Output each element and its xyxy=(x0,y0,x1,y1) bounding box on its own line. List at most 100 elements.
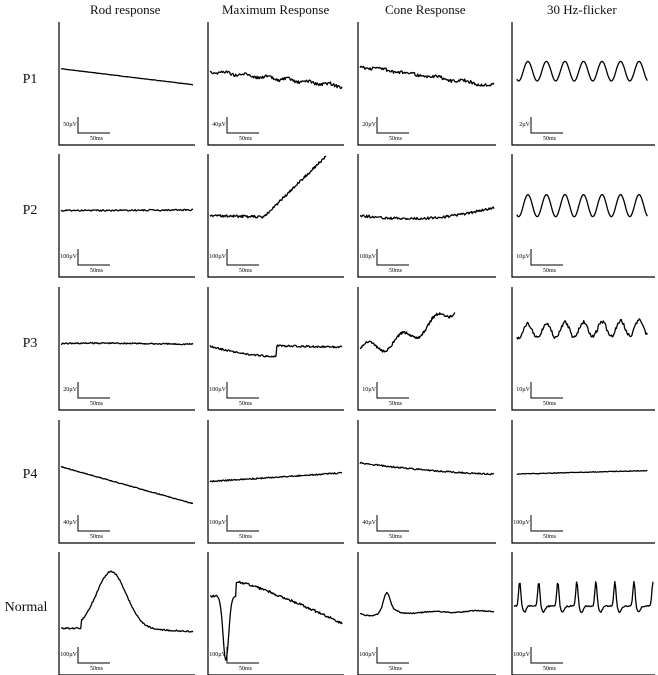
waveform-trace xyxy=(516,318,648,340)
panel-r3-c2: 40µV 50ms xyxy=(357,420,496,544)
row-label-p4: P4 xyxy=(22,467,38,482)
panel-axes xyxy=(207,420,344,544)
column-header-30hz-flicker: 30 Hz-flicker xyxy=(547,2,617,17)
panel-r1-c2: 100µV 50ms xyxy=(357,154,496,278)
row-label-p1: P1 xyxy=(22,72,38,87)
column-header-rod-response: Rod response xyxy=(90,2,161,17)
amplitude-scale-label: 100µV xyxy=(60,254,77,260)
waveform-trace xyxy=(359,312,456,353)
panel-axes xyxy=(357,22,496,146)
waveform-trace xyxy=(209,344,343,358)
scale-bar xyxy=(376,382,409,399)
waveform-trace xyxy=(60,466,194,505)
amplitude-scale-label: 100µV xyxy=(209,387,226,393)
row-label-p2: P2 xyxy=(22,203,38,218)
panel-axes xyxy=(58,287,195,411)
scale-bar xyxy=(226,515,259,532)
panel-r3-c0: 40µV 50ms xyxy=(58,420,195,544)
waveform-trace xyxy=(209,155,327,219)
panel-r1-c1: 100µV 50ms xyxy=(207,154,344,278)
row-label-p3: P3 xyxy=(22,336,38,351)
scale-bar xyxy=(226,249,259,266)
amplitude-scale-label: 40µV xyxy=(63,520,77,526)
waveform-trace xyxy=(359,461,495,476)
time-scale-label: 50ms xyxy=(239,534,253,540)
scale-bar xyxy=(530,249,563,266)
amplitude-scale-label: 100µV xyxy=(209,520,226,526)
waveform-trace xyxy=(60,68,194,86)
panel-r3-c3: 100µV 50ms xyxy=(511,420,655,544)
time-scale-label: 50ms xyxy=(90,401,104,407)
panel-axes xyxy=(58,154,195,278)
panel-axes xyxy=(357,154,496,278)
amplitude-scale-label: 100µV xyxy=(359,254,376,260)
amplitude-scale-label: 40µV xyxy=(362,520,376,526)
time-scale-label: 50ms xyxy=(543,268,557,274)
waveform-trace xyxy=(516,193,648,218)
panel-r4-c1: 100µV 50ms xyxy=(207,552,344,675)
waveform-trace xyxy=(60,208,194,212)
waveform-trace xyxy=(359,591,495,617)
scale-bar xyxy=(77,647,110,664)
amplitude-scale-label: 100µV xyxy=(60,652,77,658)
panel-axes xyxy=(511,287,655,411)
scale-bar xyxy=(77,515,110,532)
amplitude-scale-label: 20µV xyxy=(63,387,77,393)
panel-r4-c2: 100µV 50ms xyxy=(357,552,496,675)
waveform-trace xyxy=(60,341,194,346)
time-scale-label: 50ms xyxy=(543,401,557,407)
panel-r4-c3: 100µV 50ms xyxy=(511,552,655,675)
amplitude-scale-label: 10µV xyxy=(362,387,376,393)
scale-bar xyxy=(226,117,259,134)
scale-bar xyxy=(226,647,259,664)
waveform-trace xyxy=(209,70,343,90)
panel-axes xyxy=(58,552,195,675)
time-scale-label: 50ms xyxy=(90,534,104,540)
time-scale-label: 50ms xyxy=(239,401,253,407)
time-scale-label: 50ms xyxy=(239,136,253,142)
amplitude-scale-label: 50µV xyxy=(63,122,77,128)
panel-axes xyxy=(357,287,496,411)
column-header-cone-response: Cone Response xyxy=(385,2,466,17)
panel-r0-c0: 50µV 50ms xyxy=(58,22,195,146)
scale-bar xyxy=(376,117,409,134)
waveform-trace xyxy=(359,65,495,87)
panel-r0-c2: 20µV 50ms xyxy=(357,22,496,146)
panel-axes xyxy=(511,420,655,544)
panel-r2-c3: 10µV 50ms xyxy=(511,287,655,411)
time-scale-label: 50ms xyxy=(389,666,403,672)
waveform-trace xyxy=(360,206,495,221)
scale-bar xyxy=(530,647,563,664)
panel-axes xyxy=(207,552,344,675)
amplitude-scale-label: 2µV xyxy=(519,122,530,128)
amplitude-scale-label: 100µV xyxy=(209,652,226,658)
panel-r0-c3: 2µV 50ms xyxy=(511,22,655,146)
amplitude-scale-label: 10µV xyxy=(516,254,530,260)
time-scale-label: 50ms xyxy=(90,666,104,672)
scale-bar xyxy=(376,249,409,266)
amplitude-scale-label: 100µV xyxy=(359,652,376,658)
scale-bar xyxy=(530,117,563,134)
time-scale-label: 50ms xyxy=(543,136,557,142)
panel-axes xyxy=(207,22,344,146)
amplitude-scale-label: 100µV xyxy=(209,254,226,260)
panel-axes xyxy=(58,420,195,544)
scale-bar xyxy=(77,117,110,134)
panel-axes xyxy=(58,22,195,146)
waveform-trace xyxy=(516,469,648,475)
scale-bar xyxy=(77,249,110,266)
scale-bar xyxy=(226,382,259,399)
time-scale-label: 50ms xyxy=(239,666,253,672)
time-scale-label: 50ms xyxy=(239,268,253,274)
waveform-trace xyxy=(513,580,654,614)
scale-bar xyxy=(376,647,409,664)
amplitude-scale-label: 40µV xyxy=(212,122,226,128)
scale-bar xyxy=(77,382,110,399)
waveform-trace xyxy=(209,471,343,483)
panel-axes xyxy=(511,154,655,278)
time-scale-label: 50ms xyxy=(389,401,403,407)
panel-r1-c0: 100µV 50ms xyxy=(58,154,195,278)
scale-bar xyxy=(530,515,563,532)
panel-r0-c1: 40µV 50ms xyxy=(207,22,344,146)
